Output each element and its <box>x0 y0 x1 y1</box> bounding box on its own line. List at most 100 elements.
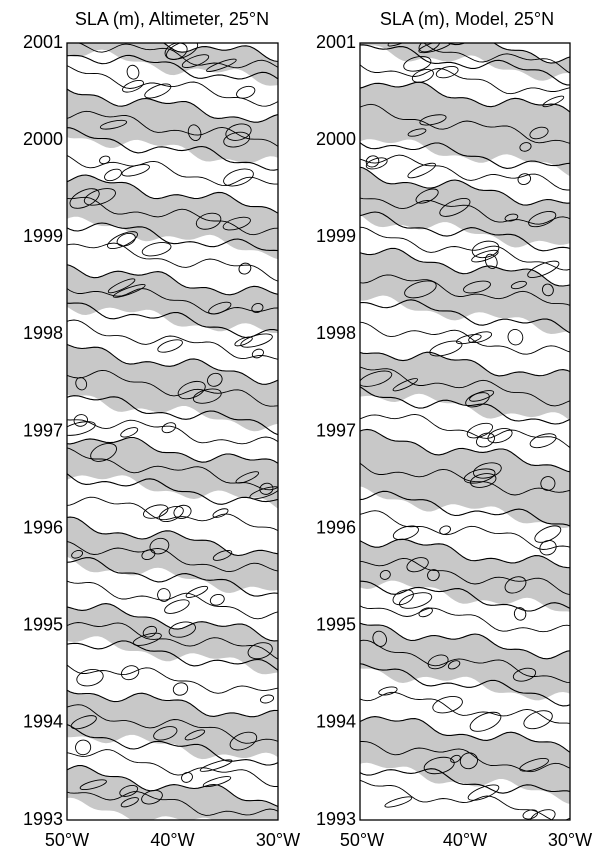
eddy-contour <box>404 280 437 299</box>
y-tick-label: 1995 <box>316 615 356 635</box>
inner-contour-line <box>360 605 570 633</box>
eddy-contour <box>372 630 387 647</box>
eddy-contour <box>512 667 537 682</box>
eddy-contour <box>70 715 97 730</box>
zero-contour-line <box>360 716 570 754</box>
eddy-contour <box>418 607 433 618</box>
inner-contour-line <box>67 154 278 187</box>
y-tick-label: 1997 <box>316 420 356 440</box>
inner-contour-line <box>67 419 278 445</box>
inner-contour-line <box>67 749 278 787</box>
eddy-contour <box>75 377 88 391</box>
zero-contour-line <box>67 174 278 214</box>
y-tick-label: 1994 <box>316 712 356 732</box>
model-anomaly-bands <box>360 43 570 805</box>
inner-contour-line <box>360 64 570 95</box>
eddy-contour <box>427 569 440 582</box>
y-tick-label: 1994 <box>23 712 63 732</box>
eddy-contour <box>529 809 556 820</box>
zero-contour-line <box>360 247 570 287</box>
eddy-contour <box>141 242 172 257</box>
zero-contour-line <box>360 299 570 334</box>
eddy-contour <box>519 758 549 772</box>
eddy-contour <box>519 142 532 152</box>
altimeter-axes-frame <box>66 42 279 821</box>
zero-contour-line <box>360 386 570 425</box>
eddy-contour <box>471 240 500 259</box>
inner-contour-line <box>77 43 278 69</box>
y-tick-label: 1993 <box>316 809 356 829</box>
eddy-contour <box>209 593 225 606</box>
eddy-contour <box>360 370 393 387</box>
y-tick-label: 2001 <box>23 32 63 52</box>
eddy-contour <box>158 505 184 523</box>
eddy-contour <box>235 471 260 484</box>
zero-contour-line <box>67 516 278 557</box>
eddy-contour <box>75 739 92 756</box>
eddy-contour <box>168 621 196 638</box>
eddy-contour <box>153 726 178 741</box>
inner-contour-line <box>360 226 570 271</box>
inner-contour-line <box>67 65 278 107</box>
negative-anomaly-band <box>67 43 278 86</box>
eddy-contour <box>236 85 256 99</box>
eddy-contour <box>465 392 490 408</box>
eddy-contour <box>116 232 136 247</box>
negative-anomaly-band <box>360 429 570 528</box>
model-plot-area <box>360 43 570 820</box>
eddy-contour <box>534 525 562 543</box>
eddy-contour <box>144 83 172 99</box>
altimeter-x-axis: 50°W 40°W 30°W <box>45 830 300 850</box>
eddy-contour <box>466 422 494 439</box>
zero-contour-line <box>67 640 278 671</box>
eddy-contour <box>187 124 202 141</box>
zero-contour-line <box>67 765 278 808</box>
y-tick-label: 1996 <box>316 517 356 537</box>
eddy-contour <box>527 260 560 278</box>
eddy-contour <box>222 216 251 231</box>
x-tick-label: 40°W <box>443 830 487 850</box>
zero-contour-line <box>360 81 570 113</box>
eddy-contour <box>177 380 206 400</box>
negative-anomaly-band <box>67 437 278 509</box>
inner-contour-line <box>360 366 570 407</box>
zero-contour-line <box>360 428 570 473</box>
eddy-contour <box>418 43 452 54</box>
eddy-contour <box>471 249 499 263</box>
x-tick-label: 50°W <box>45 830 89 850</box>
eddy-contour <box>450 754 461 763</box>
y-tick-label: 1999 <box>316 226 356 246</box>
eddy-contour <box>173 504 192 519</box>
y-tick-label: 1997 <box>23 420 63 440</box>
eddy-contour <box>419 114 447 126</box>
zero-contour-line <box>67 436 278 464</box>
inner-contour-line <box>360 321 570 355</box>
zero-contour-line <box>360 490 570 527</box>
zero-contour-line <box>360 538 570 569</box>
eddy-contour <box>229 731 258 751</box>
eddy-contour <box>172 682 189 696</box>
eddy-contour <box>406 557 429 573</box>
eddy-contour <box>120 797 139 808</box>
eddy-contour <box>107 231 138 250</box>
inner-contour-line <box>360 197 570 225</box>
negative-anomaly-band <box>360 716 570 805</box>
y-tick-label: 1998 <box>316 323 356 343</box>
inner-contour-line <box>67 541 278 573</box>
eddy-contour <box>523 710 553 730</box>
eddy-contour <box>447 660 461 670</box>
eddy-contour <box>392 378 419 392</box>
eddy-contour <box>439 525 451 535</box>
eddy-contour <box>504 576 527 594</box>
inner-contour-line <box>360 741 570 773</box>
eddy-contour <box>141 789 163 805</box>
negative-anomaly-band <box>67 175 278 260</box>
eddy-contour <box>212 549 233 561</box>
eddy-contour <box>251 303 264 313</box>
eddy-contour <box>459 752 478 770</box>
eddy-contour <box>379 569 391 580</box>
eddy-contour <box>473 462 502 479</box>
zero-contour-line <box>360 141 570 169</box>
y-tick-label: 1995 <box>23 615 63 635</box>
eddy-contour <box>67 421 96 436</box>
